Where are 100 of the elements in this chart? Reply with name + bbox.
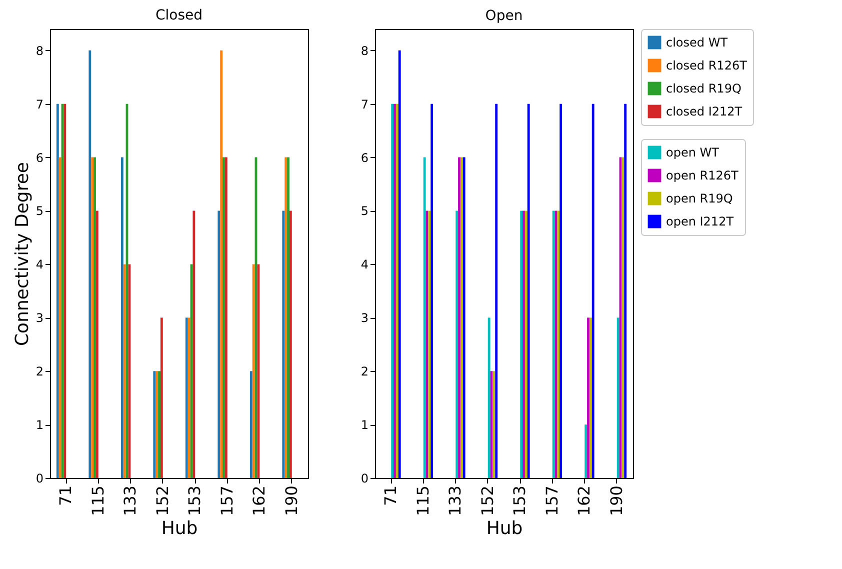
y-tick-label: 1	[36, 418, 44, 432]
bar	[584, 424, 588, 478]
y-tick-label: 3	[36, 311, 44, 326]
x-tick-label: 153	[185, 486, 204, 516]
bar	[284, 157, 288, 478]
x-tick-label: 153	[510, 486, 530, 516]
x-tick-label: 190	[282, 486, 301, 516]
y-tick-label: 8	[360, 44, 368, 58]
y-tick-label: 0	[36, 472, 44, 486]
bar	[495, 104, 498, 478]
bar	[622, 157, 624, 478]
bar	[96, 210, 98, 478]
bar	[218, 210, 220, 478]
bar	[462, 157, 466, 478]
bar	[220, 50, 223, 478]
y-tick-label: 5	[360, 204, 368, 218]
y-axis-title: Connectivity Degree	[12, 162, 33, 346]
x-tick-label: 152	[152, 486, 172, 516]
x-tick-label: 71	[56, 486, 76, 506]
y-tick-label: 8	[36, 44, 44, 58]
bar	[616, 318, 620, 478]
bar	[188, 318, 190, 478]
legend-label: closed I212T	[666, 104, 743, 118]
x-tick-label: 133	[120, 486, 140, 516]
x-tick-label: 115	[88, 486, 108, 516]
y-tick-label: 1	[360, 418, 368, 432]
bar	[192, 210, 196, 478]
legend-label: open I212T	[666, 214, 734, 228]
bar	[120, 157, 124, 478]
bar	[396, 104, 398, 478]
bar	[624, 104, 627, 478]
bar	[158, 371, 160, 478]
bar	[522, 210, 525, 478]
legend-label: open WT	[666, 146, 720, 160]
x-tick-label: 162	[250, 486, 269, 516]
bar	[458, 157, 460, 478]
bar	[94, 157, 96, 478]
x-tick-label: 190	[606, 486, 626, 516]
bar	[488, 318, 490, 478]
y-tick-label: 0	[360, 472, 368, 486]
bar	[289, 210, 292, 478]
bar	[587, 318, 590, 478]
bar	[552, 210, 555, 478]
bar	[287, 157, 290, 478]
bar	[123, 264, 126, 478]
x-tick-label: 162	[574, 486, 594, 516]
x-tick-label: 157	[542, 486, 562, 516]
bar	[592, 104, 594, 478]
bar	[589, 318, 592, 478]
y-tick-label: 3	[360, 311, 368, 326]
bar	[492, 371, 496, 478]
x-tick-label: 133	[446, 486, 465, 516]
x-axis-title: Hub	[161, 518, 198, 540]
bar	[58, 157, 62, 478]
x-tick-label: 152	[478, 486, 497, 516]
legend-label: open R126T	[666, 168, 740, 182]
bar	[88, 50, 92, 478]
x-tick-label: 71	[381, 486, 400, 506]
y-tick-label: 6	[360, 150, 368, 165]
bar	[156, 371, 158, 478]
legend-label: open R19Q	[666, 192, 733, 206]
bar	[460, 157, 463, 478]
bar	[160, 318, 163, 478]
bar	[282, 210, 285, 478]
bar	[524, 210, 528, 478]
bar	[557, 210, 560, 478]
bar	[224, 157, 228, 478]
bar	[128, 264, 131, 478]
legend-label: closed R19Q	[666, 82, 742, 96]
bar	[423, 157, 426, 478]
y-tick-label: 7	[36, 97, 44, 112]
y-tick-label: 4	[36, 258, 44, 272]
bar	[222, 157, 225, 478]
y-tick-label: 7	[360, 97, 368, 112]
bar	[394, 104, 396, 478]
bar	[430, 104, 434, 478]
y-tick-label: 4	[360, 258, 368, 272]
x-tick-label: 157	[217, 486, 236, 516]
bar	[428, 210, 431, 478]
bar	[398, 50, 401, 478]
bar	[391, 104, 394, 478]
y-tick-label: 2	[36, 364, 44, 379]
chart-title: Closed	[155, 8, 203, 24]
bar	[56, 104, 59, 478]
bar	[250, 371, 252, 478]
chart-title: Open	[485, 8, 523, 24]
bar	[560, 104, 562, 478]
bar	[64, 104, 66, 478]
y-tick-label: 6	[36, 150, 44, 165]
bar	[153, 371, 156, 478]
bar	[257, 264, 260, 478]
y-tick-label: 5	[36, 204, 44, 218]
x-tick-label: 115	[413, 486, 432, 516]
x-axis-title: Hub	[486, 518, 523, 540]
bar	[185, 318, 188, 478]
y-tick-label: 2	[360, 364, 368, 379]
bar	[456, 210, 458, 478]
legend-label: closed WT	[666, 36, 728, 50]
bar	[520, 210, 523, 478]
legend-label: closed R126T	[666, 58, 748, 72]
